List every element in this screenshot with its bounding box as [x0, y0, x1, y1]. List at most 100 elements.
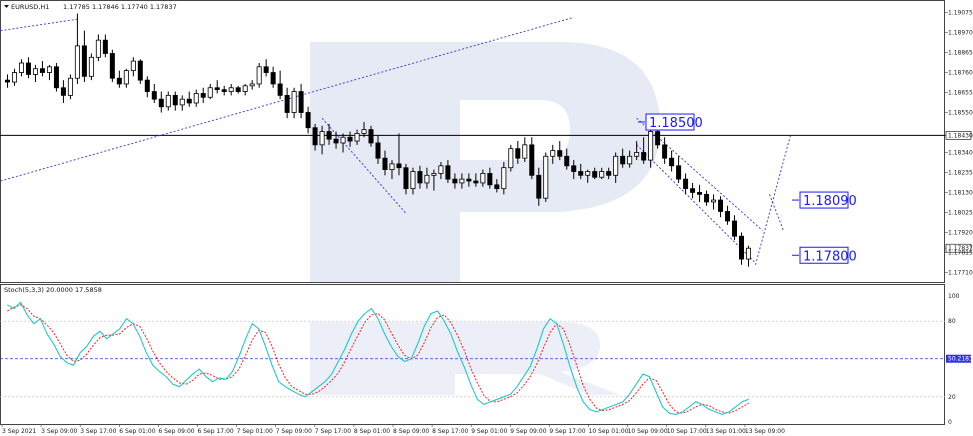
price-panel-frame	[0, 0, 945, 283]
time-tick-label: 13 Sep 09:00	[745, 428, 785, 435]
time-tick-label: 6 Sep 01:00	[119, 428, 155, 435]
candle-body	[298, 91, 304, 113]
price-tick-label: 1.18655	[948, 90, 973, 97]
candle-body	[39, 68, 45, 73]
candle-body	[431, 173, 437, 176]
stoch-tick-label: 80	[948, 318, 956, 325]
candle-body	[571, 165, 577, 172]
candle-body	[515, 148, 521, 159]
candle-body	[501, 167, 507, 190]
time-tick-label: 8 Sep 09:00	[393, 428, 429, 435]
candle-body	[193, 93, 199, 104]
forecast-line	[755, 135, 791, 265]
price-tick-label: 1.18550	[948, 109, 973, 116]
time-tick-label: 10 Sep 09:00	[628, 428, 668, 435]
stoch-axis: 100 80 50.2183 20 0	[946, 293, 973, 426]
candle-body	[648, 131, 654, 161]
candle-body	[333, 138, 339, 144]
candle-body	[88, 56, 94, 77]
candle-body	[655, 131, 661, 146]
candle-body	[256, 66, 262, 85]
candle-body	[480, 173, 486, 184]
candle-body	[606, 171, 612, 176]
time-tick-label: 8 Sep 17:00	[432, 428, 468, 435]
symbol-label: EURUSD,H1	[11, 3, 49, 11]
candle-body	[221, 89, 227, 92]
time-tick-label: 10 Sep 17:00	[667, 428, 707, 435]
candle-body	[676, 165, 682, 180]
price-tick-label: 1.18340	[948, 149, 973, 156]
candle-body	[179, 98, 185, 106]
price-axis: 1.19075 1.18970 1.18865 1.18760 1.18655 1.185…	[945, 10, 973, 276]
candle-body	[627, 155, 633, 165]
candle-body	[235, 87, 241, 92]
annotation-box	[645, 113, 695, 131]
price-tick-label: 1.17710	[948, 269, 973, 276]
candle-body	[732, 220, 738, 237]
candle-body	[242, 85, 248, 92]
candle-body	[137, 60, 143, 81]
candle-body	[466, 178, 472, 182]
candle-body	[424, 174, 430, 184]
candle-body	[711, 199, 717, 203]
candle-body	[382, 157, 388, 170]
candle-body	[487, 173, 493, 186]
stoch-tick-label: 100	[948, 293, 960, 300]
time-tick-label: 8 Sep 01:00	[354, 428, 390, 435]
candle-body	[319, 131, 325, 146]
chevron-down-icon[interactable]	[4, 5, 9, 8]
candle-body	[11, 72, 17, 83]
candle-body	[585, 171, 591, 176]
candle-body	[452, 178, 458, 184]
stoch-tick-label: 0	[948, 419, 952, 426]
stoch-header: Stoch(5,3,3) 20.0000 17.5858	[4, 286, 102, 294]
stoch-marker-box	[946, 354, 971, 363]
candle-body	[109, 53, 115, 79]
trend-line-upper-left	[0, 18, 78, 32]
time-tick-label: 3 Sep 2021	[2, 428, 36, 435]
trend-line-long	[0, 16, 574, 182]
candle-body	[305, 112, 311, 129]
candle-body	[130, 60, 136, 72]
ohlc-label: 1.17785 1.17846 1.17740 1.17837	[63, 3, 177, 11]
candle-body	[144, 79, 150, 92]
watermark-shape	[310, 42, 660, 282]
candle-body	[634, 152, 640, 157]
price-tick-label: 1.19075	[948, 10, 973, 17]
candle-body	[445, 165, 451, 180]
candle-body	[410, 171, 416, 190]
time-tick-label: 9 Sep 01:00	[471, 428, 507, 435]
candle-body	[613, 155, 619, 176]
candle-body	[641, 152, 647, 161]
candle-body	[529, 144, 535, 176]
candle-body	[151, 91, 157, 100]
candle-body	[74, 45, 80, 79]
watermark-logo	[310, 42, 660, 395]
candle-body	[172, 94, 178, 106]
candle-body	[592, 171, 598, 178]
candle-body	[620, 155, 626, 165]
candle-body	[599, 171, 605, 178]
candle-body	[718, 199, 724, 212]
time-tick-label: 6 Sep 09:00	[158, 428, 194, 435]
candle-body	[690, 188, 696, 193]
price-tick-label: 1.17815	[948, 249, 973, 256]
candle-body	[228, 87, 234, 92]
candle-body	[18, 62, 24, 73]
stoch-tick-label: 50.2183	[948, 356, 973, 363]
candle-body	[417, 171, 423, 184]
candle-body	[60, 87, 66, 96]
candle-body	[683, 178, 689, 190]
candle-body	[95, 39, 101, 58]
candle-body	[291, 91, 297, 113]
candle-body	[158, 98, 164, 108]
price-marker-box	[945, 243, 972, 253]
candle-body	[557, 150, 563, 157]
candle-body	[389, 163, 395, 170]
stoch-level-lines	[0, 320, 945, 398]
candle-body	[746, 247, 752, 260]
candle-body	[396, 163, 402, 169]
candle-body	[361, 129, 367, 134]
candle-body	[32, 68, 38, 75]
candle-body	[123, 70, 129, 85]
